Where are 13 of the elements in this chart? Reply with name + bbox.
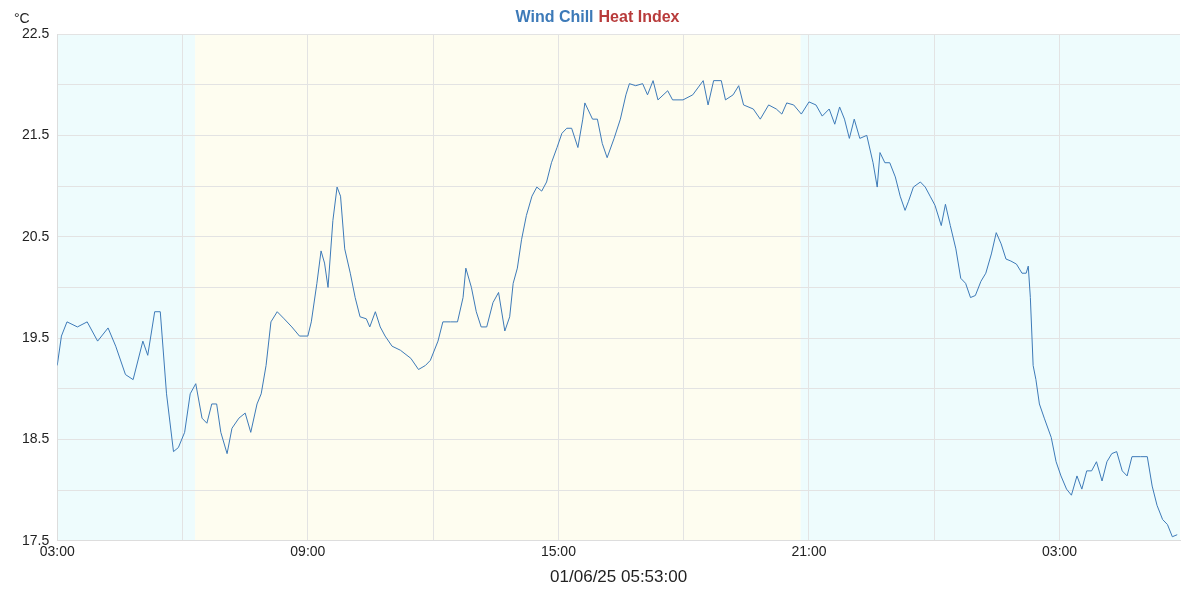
y-tick-label: 22.5 bbox=[22, 24, 50, 41]
y-tick-label: 20.5 bbox=[22, 227, 50, 244]
y-axis-title: °C bbox=[14, 9, 30, 26]
x-tick-label: 03:00 bbox=[1042, 543, 1078, 560]
y-tick-label: 19.5 bbox=[22, 328, 50, 345]
y-tick-label: 21.5 bbox=[22, 126, 50, 143]
x-tick-label: 21:00 bbox=[791, 543, 827, 560]
legend-label: Heat Index bbox=[598, 8, 680, 25]
x-tick-label: 15:00 bbox=[540, 543, 577, 560]
x-tick-label: 09:00 bbox=[290, 543, 326, 560]
x-axis-title: 01/06/25 05:53:00 bbox=[550, 567, 688, 587]
y-tick-label: 18.5 bbox=[22, 430, 50, 447]
text: Wind Chill bbox=[515, 8, 594, 25]
